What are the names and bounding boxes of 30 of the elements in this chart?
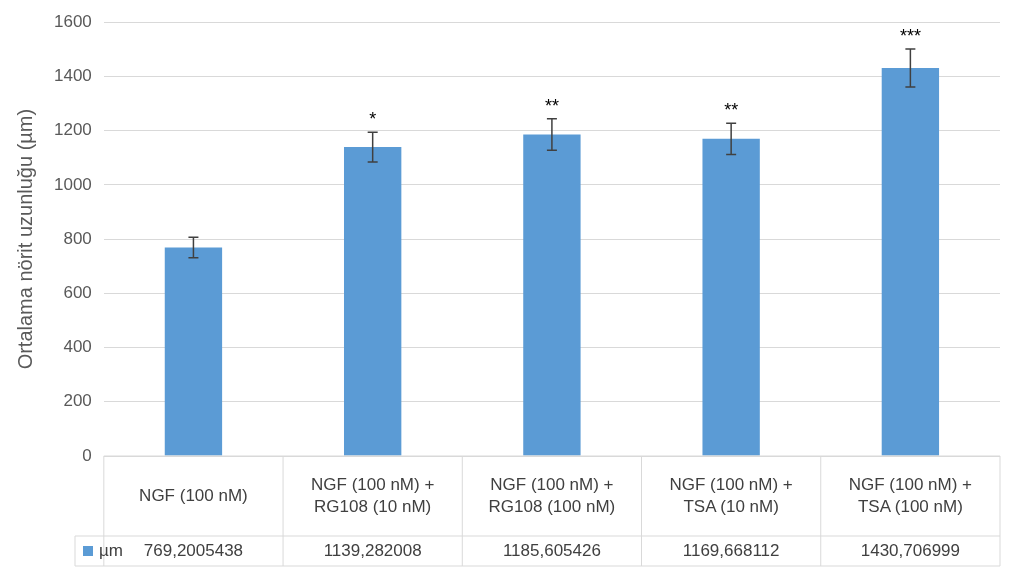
x-tick-label: NGF (100 nM) + TSA (100 nM) bbox=[848, 474, 973, 516]
data-label: 1185,605426 bbox=[502, 540, 601, 560]
x-tick-label: NGF (100 nM) bbox=[139, 485, 248, 505]
bar bbox=[164, 247, 223, 456]
y-axis-title: Ortalama nörit uzunluğu (µm) bbox=[13, 108, 36, 370]
annotation: * bbox=[369, 109, 377, 130]
y-tick-label: 800 bbox=[63, 228, 92, 248]
x-tick-label: NGF (100 nM) + RG108 (100 nM) bbox=[488, 474, 616, 516]
bar bbox=[881, 68, 940, 456]
y-tick-label: 1600 bbox=[53, 11, 92, 31]
bar bbox=[702, 138, 760, 456]
y-tick-label: 400 bbox=[63, 337, 92, 357]
y-tick-label: 1200 bbox=[53, 120, 92, 140]
x-tick-label: NGF (100 nM) + RG108 (10 nM) bbox=[311, 474, 435, 516]
y-tick-label: 200 bbox=[63, 391, 92, 411]
y-tick-label: 0 bbox=[82, 445, 92, 465]
x-tick-label: NGF (100 nM) + TSA (10 nM) bbox=[669, 474, 793, 516]
y-tick-label: 1000 bbox=[53, 174, 92, 194]
data-label: 1169,668112 bbox=[682, 540, 780, 560]
data-label: 769,2005438 bbox=[143, 540, 244, 560]
bar bbox=[344, 147, 402, 456]
annotation: ** bbox=[724, 100, 739, 121]
legend-label: µm bbox=[99, 540, 123, 560]
bar bbox=[523, 134, 581, 456]
annotation: ** bbox=[544, 95, 559, 116]
annotation: *** bbox=[899, 26, 921, 47]
data-label: 1139,282008 bbox=[323, 540, 422, 560]
y-tick-label: 600 bbox=[63, 283, 92, 303]
y-tick-label: 1400 bbox=[53, 66, 92, 86]
data-label: 1430,706999 bbox=[860, 540, 961, 560]
